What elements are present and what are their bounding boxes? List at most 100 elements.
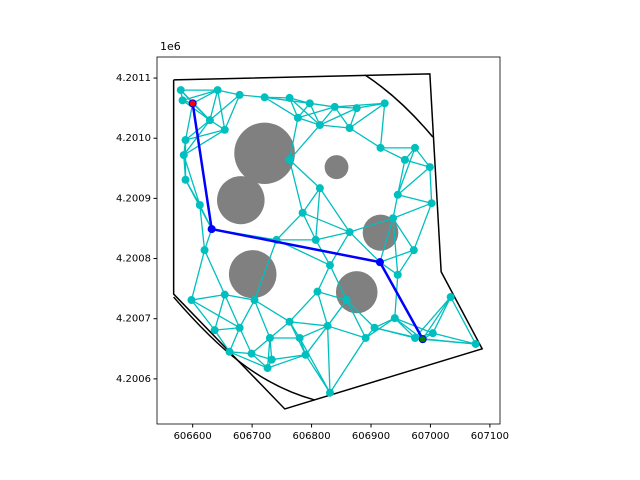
edge: [316, 291, 329, 327]
node: [263, 364, 272, 373]
node: [390, 314, 399, 323]
edge: [251, 337, 271, 355]
edge: [289, 291, 318, 323]
edge: [315, 231, 350, 241]
x-tick-label: 606800: [292, 431, 330, 442]
edge: [184, 103, 194, 141]
edge: [239, 94, 265, 98]
edge: [209, 89, 219, 121]
node: [323, 321, 332, 330]
edge: [199, 204, 213, 230]
edge: [190, 299, 216, 331]
edge: [266, 337, 271, 369]
node: [393, 190, 402, 199]
edge: [253, 299, 271, 339]
edge: [239, 327, 253, 354]
node: [260, 93, 269, 102]
y-tick-label: 4.2011: [116, 73, 151, 84]
edge: [326, 325, 331, 393]
plot-frame: [156, 56, 501, 425]
edge: [316, 264, 331, 292]
edge: [288, 159, 304, 213]
edge: [315, 239, 331, 266]
edge: [253, 239, 278, 301]
edge: [429, 167, 433, 204]
edge: [414, 296, 452, 339]
node: [295, 333, 304, 342]
edge: [379, 218, 394, 263]
y-tick-label: 4.2009: [116, 193, 151, 204]
edge: [288, 117, 299, 161]
node: [293, 113, 302, 122]
edge: [309, 102, 335, 108]
edge: [397, 249, 415, 276]
edge: [224, 294, 255, 301]
edge: [397, 194, 432, 204]
edge: [276, 212, 304, 241]
edge: [365, 317, 396, 339]
edge: [185, 129, 225, 141]
edge: [334, 102, 385, 108]
node: [361, 333, 370, 342]
node: [220, 290, 229, 299]
node: [325, 261, 334, 270]
edge: [203, 249, 226, 295]
edge: [289, 124, 321, 161]
edge: [191, 294, 225, 301]
edge: [302, 212, 317, 241]
node: [220, 125, 229, 134]
edge: [319, 187, 351, 233]
node: [311, 235, 320, 244]
edge: [183, 129, 226, 156]
edge: [334, 106, 351, 129]
node: [345, 228, 354, 237]
node: [446, 293, 455, 302]
edge: [404, 159, 431, 168]
y-tick-label: 4.2007: [116, 314, 151, 325]
node: [210, 326, 219, 335]
node: [409, 246, 418, 255]
node: [187, 296, 196, 305]
edge: [392, 217, 415, 251]
obstacle: [234, 122, 295, 184]
node: [178, 96, 187, 105]
y-tick-label: 4.2010: [116, 133, 151, 144]
edge: [392, 218, 399, 275]
edge: [397, 159, 406, 195]
edge: [305, 325, 329, 356]
edge: [182, 99, 211, 121]
edge: [346, 299, 376, 329]
x-tick-label: 607000: [411, 431, 449, 442]
node: [410, 143, 419, 152]
obstacle: [362, 214, 399, 251]
edge: [190, 249, 206, 301]
node: [315, 184, 324, 193]
edge: [299, 337, 331, 394]
edge: [269, 321, 290, 339]
boundary: [172, 73, 484, 410]
edge: [289, 97, 321, 126]
edge: [315, 188, 321, 240]
node: [428, 329, 437, 338]
node: [205, 116, 214, 125]
node: [400, 155, 409, 164]
node: [380, 99, 389, 108]
edge: [209, 94, 241, 121]
edge: [380, 147, 406, 161]
edge: [289, 321, 328, 327]
node: [427, 199, 436, 208]
node: [315, 120, 324, 129]
edge: [214, 294, 226, 331]
offset-label: 1e6: [160, 40, 181, 53]
node: [393, 270, 402, 279]
node: [181, 136, 190, 145]
edge: [349, 102, 386, 129]
node: [285, 317, 294, 326]
edge: [297, 106, 335, 119]
edge: [254, 299, 290, 323]
edge: [228, 327, 241, 353]
node: [267, 355, 276, 364]
edge: [394, 274, 399, 319]
edge: [183, 155, 187, 180]
